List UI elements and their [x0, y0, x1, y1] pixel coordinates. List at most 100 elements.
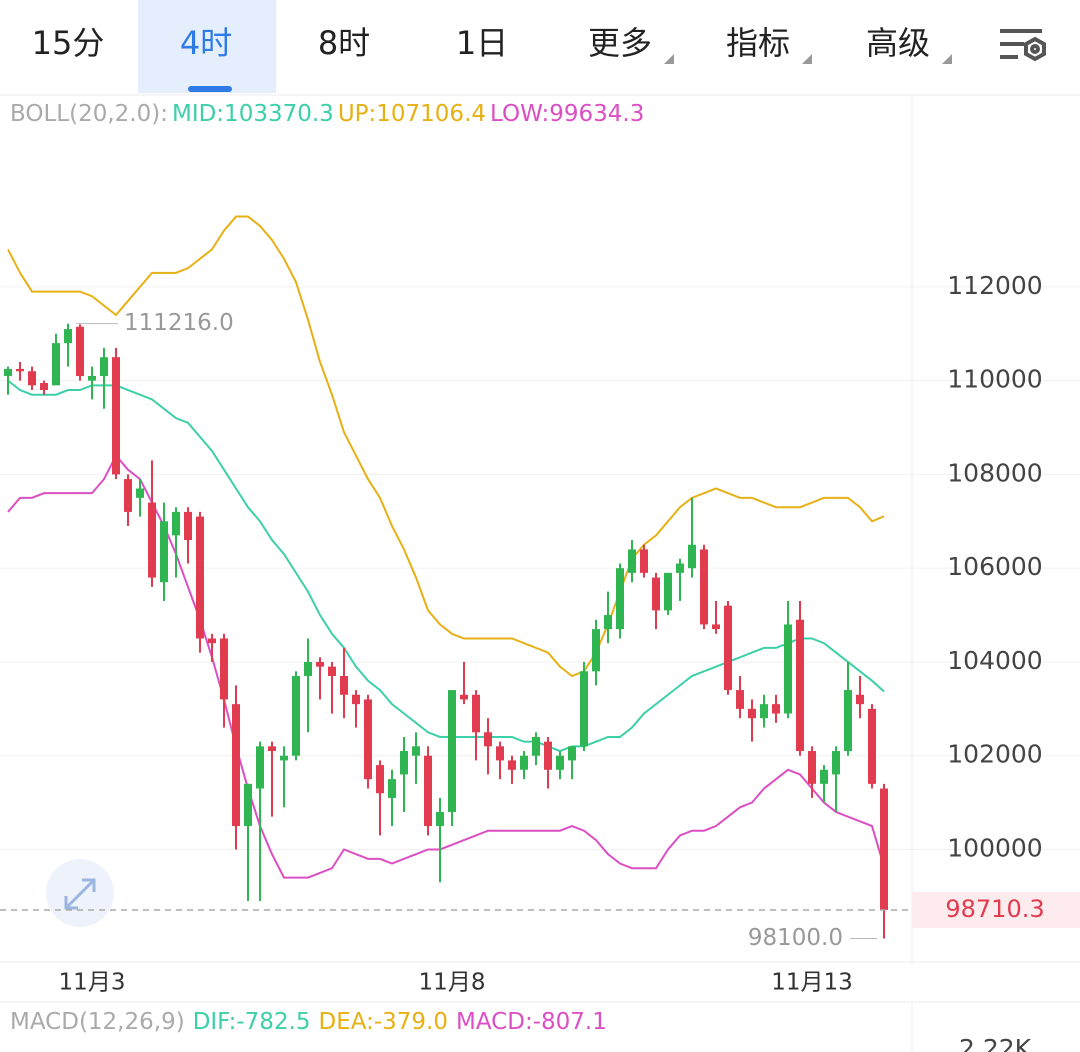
candle-body — [748, 708, 756, 719]
candle-body — [820, 769, 828, 784]
candle-body — [316, 661, 324, 667]
boll-line — [7, 215, 885, 678]
dropdown-arrow — [802, 54, 812, 64]
candle-body — [460, 694, 468, 700]
candle-body — [208, 638, 216, 644]
tab[interactable]: 4时 — [180, 24, 232, 62]
candle-body — [568, 746, 576, 761]
y-tick-label: 110000 — [947, 365, 1042, 394]
dropdown-arrow — [942, 54, 952, 64]
candle-body — [436, 811, 444, 827]
candle-body — [4, 368, 12, 376]
icon-hex — [1024, 36, 1046, 62]
macd-legend-entry: MACD:-807.1 — [456, 1009, 607, 1035]
tab[interactable]: 1日 — [456, 24, 508, 62]
indicator-label: BOLL(20,2.0): — [10, 101, 168, 127]
candle-body — [172, 511, 180, 536]
candle-body — [100, 357, 108, 376]
candle-body — [352, 694, 360, 705]
tab[interactable]: 8时 — [318, 24, 370, 62]
candle-body — [760, 704, 768, 719]
candle-body — [280, 755, 288, 761]
tab[interactable]: 高级 — [866, 24, 930, 62]
candle-body — [328, 666, 336, 677]
macd-axis-label: 2.22K — [959, 1034, 1032, 1052]
candle-body — [364, 699, 372, 780]
candle-body — [256, 746, 264, 789]
candle-body — [580, 671, 588, 747]
candle-body — [28, 371, 36, 386]
candle-body — [232, 704, 240, 827]
candle-body — [388, 779, 396, 798]
candle-body — [832, 751, 840, 775]
candle-body — [772, 704, 780, 714]
candle-body — [796, 619, 804, 752]
x-tick-label: 11月3 — [59, 970, 126, 996]
candle-body — [724, 605, 732, 691]
candle-body — [472, 694, 480, 733]
macd-legend-entry: DEA:-379.0 — [319, 1009, 448, 1035]
candle-body — [268, 746, 276, 752]
candle-body — [76, 326, 84, 376]
tab[interactable]: 更多 — [588, 24, 652, 62]
candle-body — [124, 479, 132, 512]
tab-active-bg — [138, 0, 276, 93]
candle-body — [592, 629, 600, 672]
last-price-label: 98710.3 — [945, 895, 1044, 923]
candle-body — [880, 788, 888, 910]
y-tick-label: 102000 — [947, 740, 1042, 769]
dropdown-arrows — [664, 54, 952, 64]
candle-body — [52, 343, 60, 386]
candle-body — [616, 568, 624, 630]
boll-line — [7, 379, 885, 753]
candle-body — [40, 382, 48, 391]
candle-body — [292, 676, 300, 756]
expand-arrow — [64, 878, 96, 910]
settings-icon[interactable] — [1000, 29, 1046, 62]
legend-entry: LOW:99634.3 — [490, 101, 644, 127]
candle-body — [412, 746, 420, 756]
expand-button[interactable] — [46, 859, 114, 927]
candle-body — [604, 615, 612, 630]
dropdown-arrow — [664, 54, 674, 64]
candle-body — [700, 549, 708, 625]
y-tick-label: 104000 — [947, 646, 1042, 675]
min-marker-label: 98100.0 — [748, 925, 843, 951]
x-tick-label: 11月13 — [771, 970, 853, 996]
macd-label: MACD(12,26,9) — [10, 1009, 185, 1035]
candle-body — [664, 572, 672, 611]
candle-body — [424, 755, 432, 827]
candle-body — [184, 511, 192, 541]
icon-dot — [1030, 44, 1040, 54]
candle-body — [652, 577, 660, 611]
tab[interactable]: 指标 — [726, 24, 790, 62]
candle-body — [556, 755, 564, 770]
candle-body — [244, 783, 252, 827]
candle-body — [544, 741, 552, 770]
candle-body — [196, 516, 204, 639]
candle-body — [160, 521, 168, 583]
candle-body — [868, 708, 876, 784]
candle-body — [508, 760, 516, 770]
macd-legend-entry: DIF:-782.5 — [193, 1009, 311, 1035]
candle-body — [400, 751, 408, 775]
tab[interactable]: 15分 — [32, 24, 105, 62]
candle-body — [520, 755, 528, 770]
candle-body — [496, 746, 504, 761]
y-tick-label: 108000 — [947, 458, 1042, 487]
candle-body — [640, 549, 648, 573]
max-marker-label: 111216.0 — [124, 310, 234, 336]
legend-entry: UP:107106.4 — [338, 101, 486, 127]
x-tick-label: 11月8 — [419, 970, 486, 996]
y-tick-label: 106000 — [947, 552, 1042, 581]
indicator-legend: BOLL(20,2.0): MID:103370.3 UP:107106.4 LOW:… — [10, 101, 644, 127]
candle-body — [220, 638, 228, 700]
candle-body — [808, 751, 816, 784]
candle-body — [688, 544, 696, 569]
y-tick-label: 100000 — [947, 833, 1042, 862]
candle-body — [676, 563, 684, 573]
candle-body — [448, 690, 456, 812]
candle-body — [112, 357, 120, 475]
